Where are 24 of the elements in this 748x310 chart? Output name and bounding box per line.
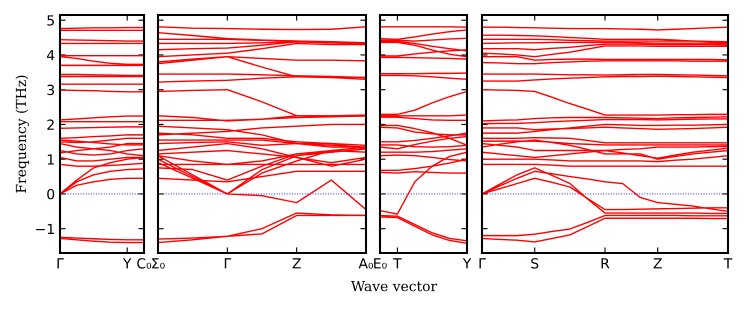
x-tick-label: Γ: [479, 258, 486, 268]
y-tick-label: 0: [47, 188, 54, 200]
x-tick-label: Σ₀: [152, 258, 165, 269]
x-tick-label: Y: [122, 258, 132, 268]
x-tick-label: A₀: [358, 258, 374, 269]
x-tick-label: T: [393, 258, 402, 268]
x-tick-label: E₀: [374, 258, 387, 269]
y-tick-label: 5: [47, 15, 54, 26]
y-tick-label: 2: [47, 119, 54, 130]
x-tick-label: Γ: [224, 258, 232, 268]
x-tick-label: Z: [654, 258, 662, 268]
y-tick-label: 3: [47, 84, 54, 96]
x-tick-label: Y: [462, 258, 472, 268]
y-tick-label: 4: [46, 50, 54, 60]
x-tick-label: S: [531, 258, 538, 269]
x-tick-label: T: [724, 258, 732, 268]
x-tick-label: Γ: [57, 258, 64, 268]
y-tick-label: −1: [36, 224, 54, 234]
x-axis-title: Wave vector: [350, 280, 438, 292]
y-axis-title: Frequency (THz): [15, 76, 30, 193]
x-tick-label: R: [602, 258, 610, 268]
x-tick-label: C₀: [137, 258, 152, 269]
y-tick-label: 1: [48, 154, 54, 164]
x-tick-label: Z: [292, 258, 301, 268]
